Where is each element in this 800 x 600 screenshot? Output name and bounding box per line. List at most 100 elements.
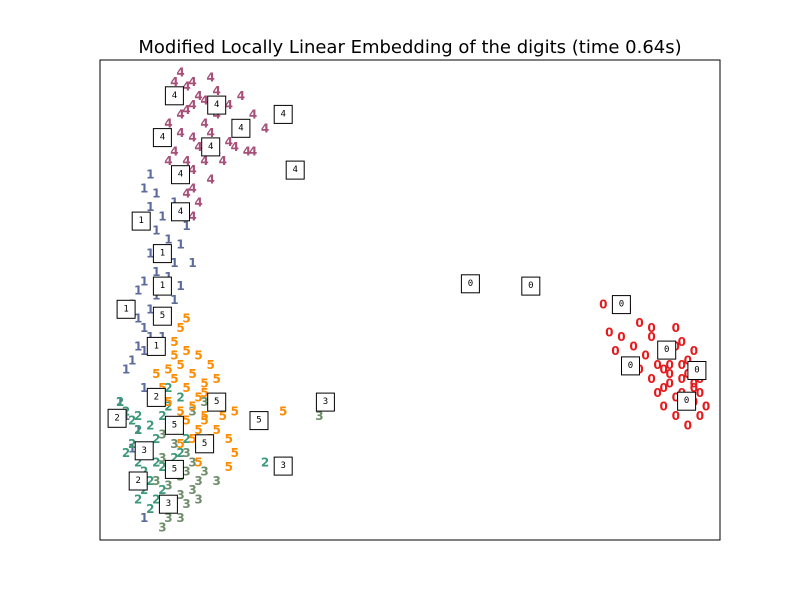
digit-point-2: 2 [170,451,178,465]
digit-point-5: 5 [231,446,239,460]
digit-point-0: 0 [684,353,692,367]
digit-point-1: 1 [140,182,148,196]
digit-point-0: 0 [635,316,643,330]
thumbnail-digit-glyph: 4 [172,91,177,101]
digit-thumbnail-1: 1 [152,244,172,264]
digit-point-3: 3 [200,465,208,479]
thumbnail-digit-glyph: 5 [202,439,207,449]
thumbnail-frame [171,165,190,185]
digit-point-4: 4 [194,140,202,154]
digit-point-1: 1 [140,274,148,288]
digit-point-4: 4 [164,117,172,131]
digit-point-5: 5 [194,423,202,437]
digit-point-4: 4 [249,145,257,159]
digit-point-3: 3 [182,446,190,460]
digit-point-5: 5 [182,344,190,358]
digit-point-4: 4 [164,154,172,168]
digit-point-3: 3 [158,428,166,442]
digit-thumbnail-0: 0 [657,340,677,360]
thumbnail-digit-glyph: 4 [178,170,183,180]
digit-point-3: 3 [152,474,160,488]
digit-point-0: 0 [690,381,698,395]
digit-point-1: 1 [140,344,148,358]
thumbnail-frame [285,160,305,180]
digit-point-5: 5 [170,372,178,386]
thumbnail-frame [207,95,227,115]
digit-point-5: 5 [176,358,184,372]
digit-thumbnail-4: 4 [171,202,190,222]
digit-point-5: 5 [182,414,190,428]
thumbnail-digit-glyph: 4 [238,123,243,133]
digit-point-0: 0 [678,358,686,372]
digit-point-2: 2 [176,446,184,460]
digit-point-4: 4 [188,210,196,224]
thumbnail-digit-glyph: 3 [141,446,146,456]
digit-point-4: 4 [225,98,233,112]
digit-thumbnail-5: 5 [164,415,184,435]
digit-point-1: 1 [140,381,148,395]
digit-thumbnail-1: 1 [152,276,172,296]
thumbnail-digit-glyph: 4 [292,165,297,175]
digit-point-0: 0 [672,409,680,423]
digit-thumbnail-5: 5 [164,459,184,479]
digit-point-1: 1 [134,284,142,298]
thumbnail-frame [152,128,172,148]
digit-point-3: 3 [188,455,196,469]
digit-point-2: 2 [158,483,166,497]
digit-point-4: 4 [261,121,269,135]
digit-point-1: 1 [140,511,148,525]
digit-point-5: 5 [194,455,202,469]
digit-point-5: 5 [231,404,239,418]
digit-point-3: 3 [188,483,196,497]
digit-thumbnail-4: 4 [273,104,293,124]
digit-thumbnail-0: 0 [521,276,541,296]
digit-point-1: 1 [146,200,154,214]
thumbnail-frame [687,361,707,380]
digit-point-4: 4 [176,107,184,121]
digit-point-5: 5 [200,377,208,391]
digit-thumbnail-3: 3 [158,494,178,514]
digit-point-1: 1 [176,237,184,251]
thumbnail-digit-glyph: 2 [154,392,159,402]
digit-point-0: 0 [653,386,661,400]
thumbnail-digit-glyph: 1 [123,304,128,314]
thumbnail-digit-glyph: 5 [172,464,177,474]
thumbnail-digit-glyph: 5 [160,311,165,321]
digit-point-5: 5 [176,321,184,335]
digit-point-4: 4 [225,135,233,149]
thumbnail-digit-glyph: 3 [280,461,285,471]
thumbnail-digit-glyph: 0 [684,396,689,406]
thumbnail-digit-glyph: 3 [166,499,171,509]
digit-point-3: 3 [176,511,184,525]
thumbnail-frame [657,340,677,360]
digit-point-4: 4 [194,89,202,103]
digit-thumbnail-2: 2 [146,387,166,407]
digit-point-5: 5 [219,409,227,423]
digit-thumbnail-4: 4 [231,118,251,138]
digit-thumbnail-4: 4 [171,165,190,185]
digit-point-4: 4 [207,172,215,186]
thumbnail-digit-glyph: 1 [160,281,165,291]
digit-point-2: 2 [146,474,154,488]
digit-point-4: 4 [188,182,196,196]
digit-point-4: 4 [170,75,178,89]
digit-point-4: 4 [188,98,196,112]
digit-point-1: 1 [128,442,136,456]
digit-point-4: 4 [200,117,208,131]
digit-point-0: 0 [666,377,674,391]
thumbnail-frame [621,356,640,376]
digit-point-3: 3 [315,409,323,423]
digit-point-5: 5 [225,432,233,446]
digit-thumbnail-4: 4 [164,86,184,106]
digit-point-4: 4 [176,126,184,140]
digit-point-2: 2 [134,409,142,423]
digit-point-5: 5 [188,432,196,446]
digit-thumbnail-0: 0 [460,274,480,294]
digit-thumbnail-4: 4 [207,95,227,115]
digit-point-0: 0 [617,330,625,344]
digit-point-3: 3 [176,488,184,502]
digit-thumbnail-3: 3 [315,392,335,412]
thumbnail-frame [677,391,697,411]
digit-point-0: 0 [672,390,680,404]
